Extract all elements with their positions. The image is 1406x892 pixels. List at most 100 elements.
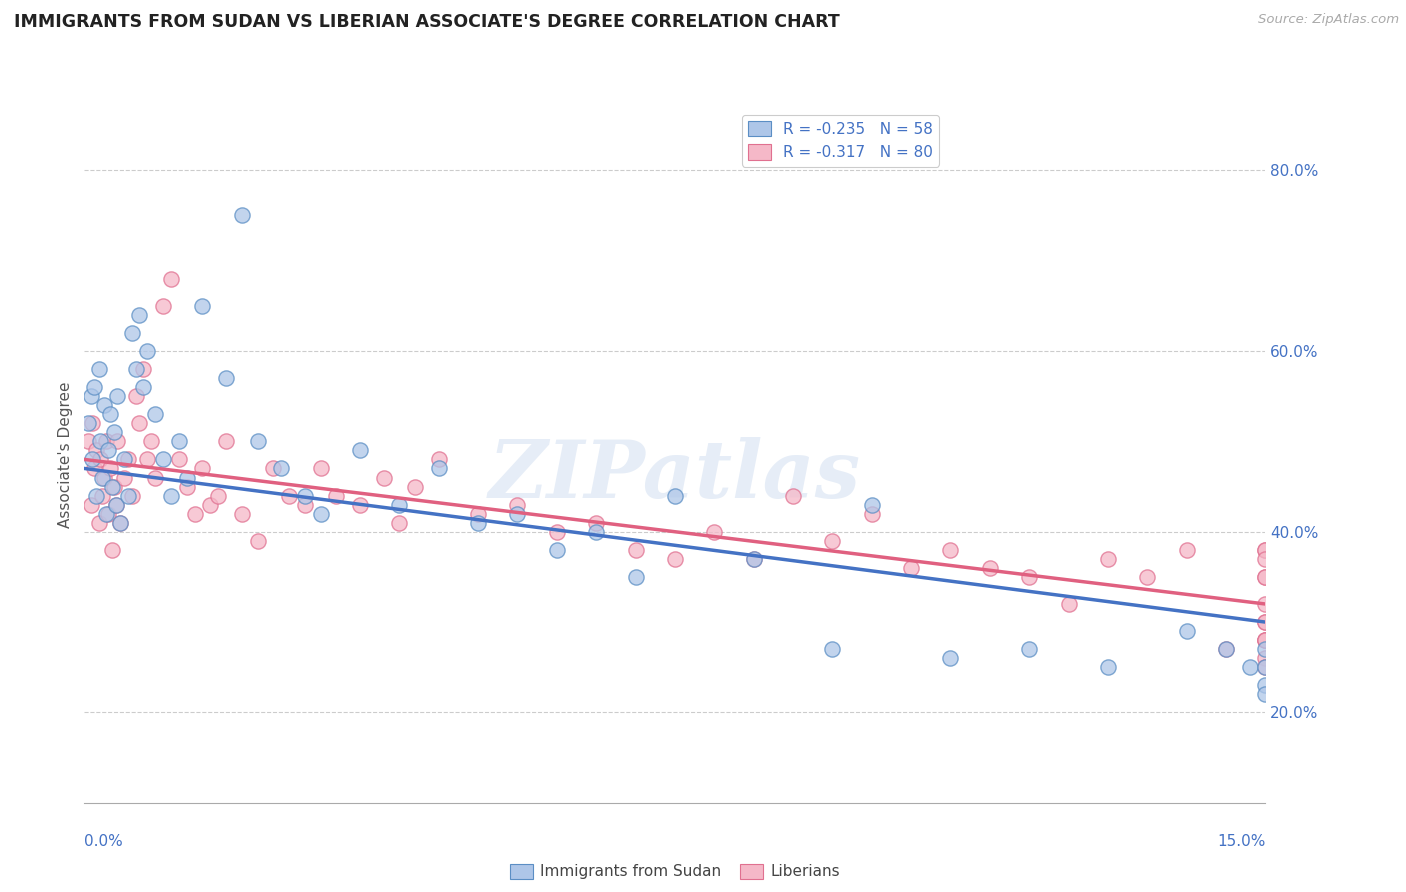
Point — [112, 470, 135, 484]
Point — [90, 470, 112, 484]
Point — [1239, 660, 1261, 674]
Point — [1254, 660, 1277, 674]
Point — [183, 507, 205, 521]
Point — [1254, 570, 1277, 584]
Point — [104, 498, 127, 512]
Point — [77, 434, 100, 449]
Point — [309, 507, 332, 521]
Point — [87, 516, 110, 530]
Point — [84, 443, 107, 458]
Point — [215, 434, 238, 449]
Point — [270, 461, 292, 475]
Point — [104, 498, 127, 512]
Point — [82, 417, 104, 431]
Point — [79, 389, 101, 403]
Point — [83, 380, 105, 394]
Point — [1254, 678, 1277, 692]
Point — [191, 461, 214, 475]
Point — [309, 461, 332, 475]
Point — [546, 542, 568, 557]
Point — [207, 489, 229, 503]
Point — [89, 452, 111, 467]
Point — [231, 209, 253, 223]
Point — [97, 507, 120, 521]
Point — [128, 417, 150, 431]
Point — [160, 489, 183, 503]
Point — [1215, 642, 1237, 657]
Point — [107, 389, 129, 403]
Point — [349, 443, 371, 458]
Point — [98, 407, 121, 421]
Point — [742, 551, 765, 566]
Point — [860, 498, 883, 512]
Point — [294, 489, 316, 503]
Point — [373, 470, 395, 484]
Point — [427, 461, 450, 475]
Point — [93, 398, 115, 412]
Point — [1136, 570, 1159, 584]
Point — [860, 507, 883, 521]
Point — [121, 489, 143, 503]
Point — [585, 516, 607, 530]
Point — [117, 489, 139, 503]
Point — [112, 452, 135, 467]
Point — [703, 524, 725, 539]
Point — [1254, 615, 1277, 629]
Point — [404, 479, 426, 493]
Point — [83, 461, 105, 475]
Point — [388, 498, 411, 512]
Point — [1254, 642, 1277, 657]
Point — [200, 498, 222, 512]
Point — [388, 516, 411, 530]
Point — [152, 452, 174, 467]
Point — [103, 425, 125, 440]
Point — [1254, 633, 1277, 648]
Point — [143, 470, 166, 484]
Point — [546, 524, 568, 539]
Point — [132, 362, 155, 376]
Point — [900, 561, 922, 575]
Point — [1254, 542, 1277, 557]
Point — [664, 489, 686, 503]
Legend: R = -0.235   N = 58, R = -0.317   N = 80: R = -0.235 N = 58, R = -0.317 N = 80 — [741, 115, 939, 167]
Point — [427, 452, 450, 467]
Point — [1057, 597, 1080, 611]
Point — [107, 434, 129, 449]
Point — [117, 452, 139, 467]
Point — [132, 380, 155, 394]
Point — [585, 524, 607, 539]
Point — [1254, 660, 1277, 674]
Point — [90, 489, 112, 503]
Point — [1254, 633, 1277, 648]
Point — [108, 516, 131, 530]
Text: Source: ZipAtlas.com: Source: ZipAtlas.com — [1258, 13, 1399, 27]
Point — [821, 642, 844, 657]
Point — [96, 434, 118, 449]
Point — [1097, 551, 1119, 566]
Point — [82, 452, 104, 467]
Point — [152, 299, 174, 313]
Point — [294, 498, 316, 512]
Point — [1254, 551, 1277, 566]
Point — [84, 489, 107, 503]
Point — [96, 507, 118, 521]
Point — [87, 362, 110, 376]
Point — [101, 542, 124, 557]
Text: 0.0%: 0.0% — [84, 834, 124, 849]
Point — [1254, 597, 1277, 611]
Point — [1254, 633, 1277, 648]
Point — [506, 498, 529, 512]
Point — [124, 362, 146, 376]
Point — [624, 570, 647, 584]
Point — [939, 651, 962, 665]
Point — [939, 542, 962, 557]
Point — [664, 551, 686, 566]
Point — [246, 434, 269, 449]
Point — [97, 443, 120, 458]
Point — [979, 561, 1001, 575]
Point — [1215, 642, 1237, 657]
Point — [136, 344, 159, 359]
Point — [1254, 651, 1277, 665]
Point — [349, 498, 371, 512]
Point — [467, 516, 489, 530]
